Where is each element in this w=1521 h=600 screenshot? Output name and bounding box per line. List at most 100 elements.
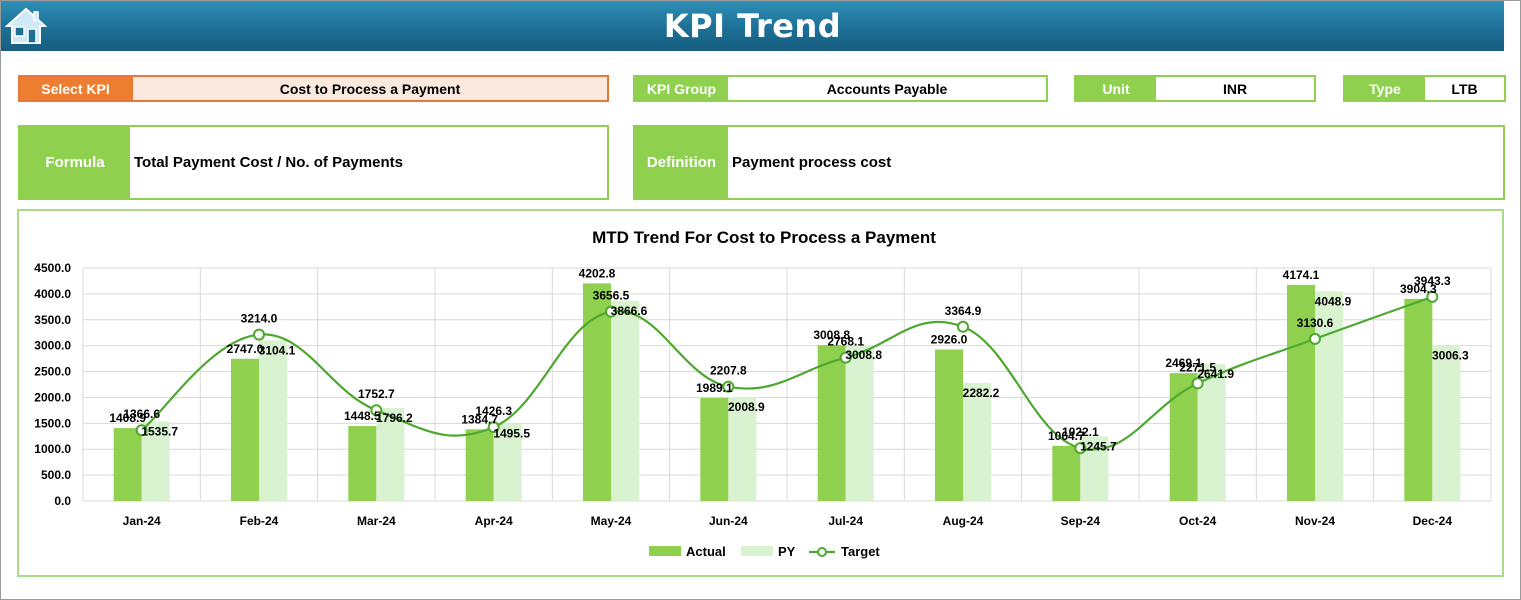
x-tick-label: Jul-24 — [828, 514, 863, 528]
unit-value: INR — [1156, 77, 1314, 100]
bar-actual — [113, 428, 142, 501]
y-tick-label: 4500.0 — [34, 261, 71, 275]
formula-field: Formula Total Payment Cost / No. of Paym… — [18, 125, 609, 200]
bar-py — [493, 423, 522, 501]
actual-data-label: 3008.8 — [813, 328, 850, 342]
target-marker — [1074, 442, 1087, 455]
select-kpi-dropdown[interactable]: Cost to Process a Payment — [131, 77, 607, 100]
formula-label: Formula — [20, 127, 130, 198]
kpi-group-field: KPI Group Accounts Payable — [633, 75, 1048, 102]
kpi-group-label: KPI Group — [635, 77, 728, 100]
x-tick-label: Feb-24 — [240, 514, 279, 528]
target-marker — [1191, 377, 1204, 390]
bar-py — [963, 382, 991, 501]
select-kpi-label: Select KPI — [20, 77, 131, 100]
bar-py — [376, 407, 405, 501]
legend-marker-target — [817, 547, 827, 557]
py-data-label: 2641.9 — [1197, 367, 1234, 381]
bar-py — [728, 396, 757, 501]
legend-swatch-py — [741, 546, 773, 556]
type-field: Type LTB — [1343, 75, 1506, 102]
legend-label-target: Target — [841, 544, 880, 559]
target-data-label: 1366.6 — [123, 407, 160, 421]
actual-data-label: 2469.1 — [1165, 356, 1202, 370]
definition-label: Definition — [635, 127, 728, 198]
actual-data-label: 2926.0 — [931, 332, 968, 346]
y-tick-label: 2500.0 — [34, 365, 71, 379]
legend-swatch-actual — [649, 546, 681, 556]
bar-actual — [1052, 445, 1081, 501]
py-data-label: 1245.7 — [1080, 440, 1117, 454]
actual-data-label: 1064.7 — [1048, 429, 1085, 443]
target-marker — [1309, 332, 1321, 345]
py-data-label: 2282.2 — [963, 386, 1000, 400]
target-data-label: 3214.0 — [241, 312, 278, 326]
x-tick-label: Aug-24 — [943, 514, 984, 528]
py-data-label: 2008.9 — [728, 400, 765, 414]
py-data-label: 3006.3 — [1432, 348, 1469, 362]
kpi-group-value: Accounts Payable — [728, 77, 1046, 100]
target-data-label: 2271.5 — [1179, 360, 1216, 374]
type-value: LTB — [1425, 77, 1504, 100]
chart-svg: MTD Trend For Cost to Process a Payment … — [34, 228, 1492, 559]
target-data-label: 1426.3 — [475, 404, 512, 418]
x-tick-label: May-24 — [591, 514, 632, 528]
bar-actual — [348, 425, 377, 501]
target-data-label: 3943.3 — [1414, 274, 1451, 288]
target-marker — [1426, 290, 1439, 303]
y-tick-label: 0.0 — [54, 494, 71, 508]
target-marker — [253, 328, 265, 341]
chart-title: MTD Trend For Cost to Process a Payment — [592, 228, 936, 247]
unit-label: Unit — [1076, 77, 1156, 100]
target-data-label: 3364.9 — [945, 304, 982, 318]
x-tick-label: Dec-24 — [1413, 514, 1453, 528]
py-data-label: 3104.1 — [259, 343, 296, 357]
definition-value: Payment process cost — [728, 127, 1503, 198]
target-marker — [135, 424, 148, 437]
target-data-label: 2207.8 — [710, 364, 747, 378]
type-label: Type — [1345, 77, 1425, 100]
py-data-label: 1495.5 — [493, 427, 530, 441]
x-tick-label: Apr-24 — [475, 514, 513, 528]
y-tick-label: 2000.0 — [34, 390, 71, 404]
page-title: KPI Trend — [663, 7, 842, 45]
bar-py — [611, 300, 639, 501]
actual-data-label: 1448.5 — [344, 409, 381, 423]
target-data-label: 3656.5 — [593, 289, 630, 303]
target-marker — [605, 305, 617, 318]
actual-data-label: 4202.8 — [579, 266, 616, 280]
formula-value: Total Payment Cost / No. of Payments — [130, 127, 607, 198]
target-data-label: 1022.1 — [1062, 425, 1099, 439]
bar-actual — [1287, 284, 1315, 501]
target-data-label: 2768.1 — [827, 335, 864, 349]
py-data-label: 1796.2 — [376, 411, 413, 425]
bar-actual — [817, 345, 846, 501]
y-tick-label: 3500.0 — [34, 313, 71, 327]
actual-data-label: 3904.3 — [1400, 282, 1437, 296]
bar-actual — [231, 358, 259, 501]
bar-py — [259, 340, 287, 501]
y-tick-label: 500.0 — [41, 468, 71, 482]
py-data-label: 1535.7 — [141, 424, 178, 438]
bar-actual — [583, 283, 611, 501]
x-tick-label: Mar-24 — [357, 514, 396, 528]
actual-data-label: 4174.1 — [1283, 268, 1320, 282]
target-data-label: 1752.7 — [358, 387, 395, 401]
x-tick-label: Jan-24 — [123, 514, 161, 528]
py-data-label: 4048.9 — [1315, 294, 1352, 308]
bar-actual — [935, 349, 963, 501]
actual-data-label: 1989.1 — [696, 381, 733, 395]
actual-data-label: 1408.9 — [109, 411, 146, 425]
definition-field: Definition Payment process cost — [633, 125, 1505, 200]
y-tick-label: 1500.0 — [34, 416, 71, 430]
bar-py — [141, 421, 170, 501]
py-data-label: 3008.8 — [845, 348, 882, 362]
target-marker — [370, 404, 383, 417]
home-button[interactable] — [4, 6, 48, 46]
x-tick-label: Oct-24 — [1179, 514, 1217, 528]
py-data-label: 3866.6 — [611, 304, 648, 318]
target-data-label: 3130.6 — [1297, 316, 1334, 330]
target-marker — [722, 380, 735, 393]
bar-py — [1315, 291, 1343, 501]
y-tick-label: 1000.0 — [34, 442, 71, 456]
